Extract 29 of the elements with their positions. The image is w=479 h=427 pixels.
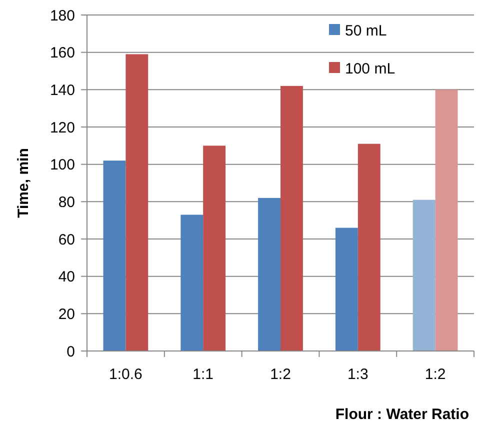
x-tick-label: 1:2 [424,366,446,383]
bar [358,144,380,351]
legend-label: 50 mL [345,22,387,40]
x-tick-label: 1:3 [347,366,368,383]
y-tick-label: 20 [58,306,75,323]
bar [335,228,358,351]
legend-label: 100 mL [345,60,396,78]
bar [103,160,126,351]
y-tick-label: 60 [58,231,75,248]
y-tick-label: 120 [50,119,75,136]
x-tick-label: 1:1 [192,366,214,383]
bar [280,86,303,351]
bar [203,146,226,351]
y-tick-label: 180 [50,7,75,24]
bar [435,90,458,351]
y-tick-label: 40 [58,268,75,286]
x-tick-label: 1:0.6 [109,366,142,383]
x-tick-label: 1:2 [270,366,291,383]
bar [412,200,436,351]
y-tick-label: 0 [66,343,75,360]
bar [126,54,148,351]
y-tick-label: 140 [50,82,75,99]
x-axis-title: Flour : Water Ratio [335,406,469,423]
y-tick-label: 80 [58,194,75,211]
bar [258,198,280,351]
y-tick-label: 100 [50,156,75,174]
bar [180,214,204,351]
y-tick-label: 160 [50,44,75,62]
y-axis-title: Time, min [15,148,32,218]
